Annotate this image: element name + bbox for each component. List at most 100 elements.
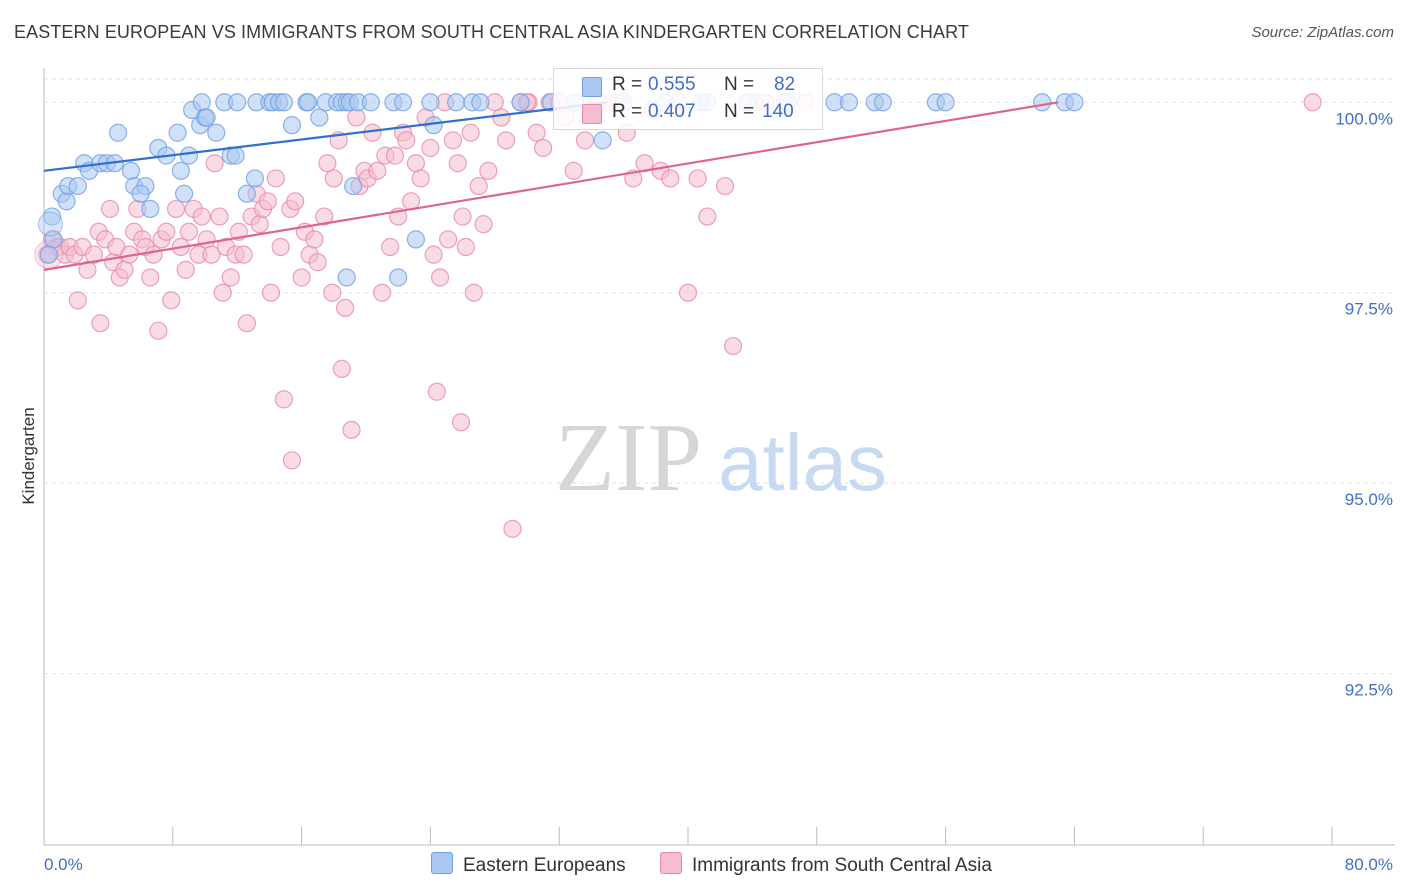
point-south-central-asia [474,215,493,234]
point-south-central-asia [698,207,717,226]
watermark-zip: ZIP [555,404,702,512]
point-eastern-europeans [839,93,859,112]
point-eastern-europeans [226,146,245,165]
point-south-central-asia [332,359,351,378]
point-south-central-asia [503,519,522,538]
y-axis-title: Kindergarten [19,407,38,504]
legend-n-label-blue: N = [724,74,755,95]
grid-lines [44,78,1395,675]
point-eastern-europeans [131,184,150,203]
point-south-central-asia [723,336,743,356]
point-south-central-asia [335,298,355,318]
point-eastern-europeans [108,123,128,142]
legend-n-value-blue: 82 [774,74,796,95]
point-south-central-asia [292,268,311,287]
legend-n-label-pink: N = [724,101,755,122]
point-south-central-asia [368,161,387,180]
legend-r-label-pink: R = [612,101,643,122]
axis-labels: 100.0% 97.5% 95.0% 92.5% 0.0% 80.0% Kindergart… [19,109,1393,874]
point-eastern-europeans [298,93,318,112]
bottom-legend-blue-label: Eastern Europeans [463,855,626,876]
point-south-central-asia [210,207,229,226]
watermark-atlas: atlas [718,418,887,507]
point-south-central-asia [141,268,160,287]
legend-r-label-blue: R = [612,74,643,95]
point-eastern-europeans [68,176,87,196]
point-south-central-asia [261,283,281,302]
point-south-central-asia [305,230,324,249]
point-south-central-asia [179,222,198,241]
trend-line-blue [43,101,608,172]
point-eastern-europeans [936,93,955,112]
point-eastern-europeans [1065,93,1084,112]
point-south-central-asia [342,420,361,439]
point-south-central-asia [1303,93,1322,112]
point-eastern-europeans [421,93,440,112]
point-south-central-asia [411,169,430,188]
point-south-central-asia [661,169,680,188]
stats-legend: R = 0.555 N = 82 R = 0.407 N = 140 [553,68,823,130]
trend-lines [43,101,1059,271]
point-south-central-asia [192,207,211,226]
point-south-central-asia [439,230,458,249]
bottom-legend-blue: Eastern Europeans [431,852,626,877]
bottom-legend-pink: Immigrants from South Central Asia [660,852,992,877]
point-south-central-asia [68,291,87,310]
point-eastern-europeans [37,211,63,237]
point-south-central-asia [213,283,232,302]
point-south-central-asia [430,268,450,287]
point-south-central-asia [421,138,440,158]
point-south-central-asia [78,260,97,279]
point-eastern-europeans [168,123,187,142]
point-south-central-asia [427,382,446,401]
point-eastern-europeans [1033,93,1052,112]
y-tick-label: 100.0% [1335,109,1393,128]
point-eastern-europeans [447,93,466,112]
point-eastern-europeans [511,93,530,112]
point-south-central-asia [373,283,392,302]
point-south-central-asia [385,146,405,165]
point-eastern-europeans [389,268,408,287]
point-south-central-asia [715,176,735,196]
point-south-central-asia [363,123,382,142]
point-south-central-asia [176,260,195,279]
bottom-swatch-blue [431,852,453,874]
point-south-central-asia [286,192,305,211]
point-south-central-asia [197,230,216,249]
y-tick-label: 97.5% [1345,300,1393,319]
legend-swatch-pink [582,104,602,124]
point-south-central-asia [575,131,595,150]
point-eastern-europeans [361,93,380,112]
point-south-central-asia [464,283,483,302]
point-south-central-asia [527,123,546,142]
point-south-central-asia [166,199,186,219]
bottom-swatch-pink [660,852,682,874]
legend-n-value-pink: 140 [762,101,794,122]
point-south-central-asia [315,207,334,226]
point-south-central-asia [492,108,511,127]
point-south-central-asia [324,169,343,188]
point-eastern-europeans [44,230,63,249]
point-south-central-asia [271,237,290,257]
point-south-central-asia [381,237,400,257]
chart-title: EASTERN EUROPEAN VS IMMIGRANTS FROM SOUT… [14,22,969,42]
bottom-legend-pink-label: Immigrants from South Central Asia [692,855,992,876]
point-south-central-asia [162,291,181,310]
x-tick-label-min: 0.0% [44,855,83,874]
point-eastern-europeans [228,93,247,112]
point-south-central-asia [202,245,221,264]
point-eastern-europeans [593,131,612,150]
point-south-central-asia [282,451,302,470]
point-eastern-europeans [141,199,160,219]
point-south-central-asia [688,169,707,188]
legend-swatch-blue [582,77,602,97]
x-tick-label-max: 80.0% [1345,855,1393,874]
point-south-central-asia [100,199,120,219]
point-eastern-europeans [282,116,302,135]
point-eastern-europeans [171,161,190,180]
point-south-central-asia [448,154,467,173]
point-south-central-asia [84,245,104,264]
legend-r-value-pink: 0.407 [648,101,696,122]
point-south-central-asia [149,321,168,340]
point-south-central-asia [479,161,498,180]
